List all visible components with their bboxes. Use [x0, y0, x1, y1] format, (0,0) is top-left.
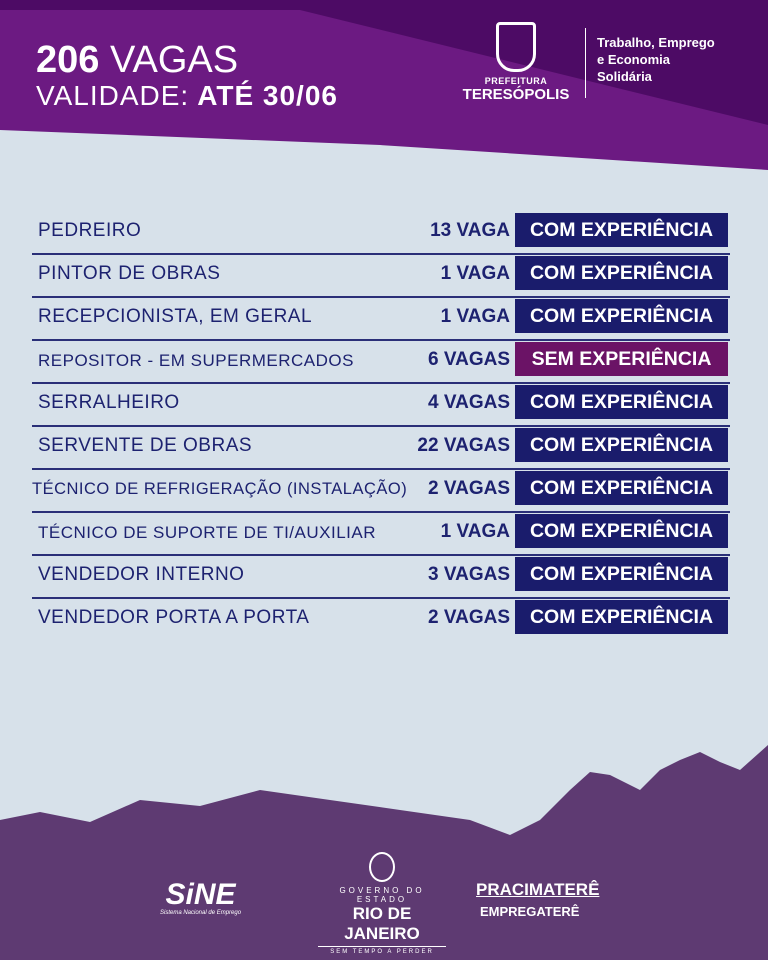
job-list: PEDREIRO 13 VAGA COM EXPERIÊNCIA PINTOR D…: [32, 212, 730, 642]
logo-prefeitura: PREFEITURA: [484, 76, 548, 86]
job-title: VENDEDOR PORTA A PORTA: [38, 607, 310, 628]
job-count: 6 VAGAS: [427, 349, 510, 370]
rio-de-janeiro-logo: GOVERNO DO ESTADO RIO DE JANEIRO SEM TEM…: [318, 852, 446, 955]
job-title: SERVENTE DE OBRAS: [38, 435, 253, 456]
job-title: SERRALHEIRO: [38, 392, 180, 413]
job-count: 2 VAGAS: [427, 607, 510, 628]
sine-logo: SiNE Sistema Nacional de Emprego: [160, 878, 242, 916]
requirement-badge: SEM EXPERIÊNCIA: [515, 342, 728, 376]
requirement-badge: COM EXPERIÊNCIA: [515, 557, 728, 591]
logo-city: TERESÓPOLIS: [462, 86, 570, 103]
requirement-badge: COM EXPERIÊNCIA: [515, 385, 728, 419]
state-crest-icon: [369, 852, 395, 882]
job-row: SERRALHEIRO 4 VAGAS COM EXPERIÊNCIA: [32, 384, 730, 427]
requirement-badge: COM EXPERIÊNCIA: [515, 514, 728, 548]
job-title: RECEPCIONISTA, EM GERAL: [38, 306, 313, 327]
job-row: TÉCNICO DE SUPORTE DE TI/AUXILIAR 1 VAGA…: [32, 513, 730, 556]
pracimatere-logo: PRACIMATERÊ EMPREGATERÊ: [476, 880, 600, 919]
job-row: RECEPCIONISTA, EM GERAL 1 VAGA COM EXPER…: [32, 298, 730, 341]
job-title: REPOSITOR - EM SUPERMERCADOS: [38, 351, 354, 370]
job-title: TÉCNICO DE SUPORTE DE TI/AUXILIAR: [38, 523, 376, 542]
job-count: 13 VAGA: [430, 220, 510, 241]
requirement-badge: COM EXPERIÊNCIA: [515, 471, 728, 505]
job-row: REPOSITOR - EM SUPERMERCADOS 6 VAGAS SEM…: [32, 341, 730, 384]
requirement-badge: COM EXPERIÊNCIA: [515, 299, 728, 333]
job-count: 4 VAGAS: [427, 392, 510, 413]
job-row: PINTOR DE OBRAS 1 VAGA COM EXPERIÊNCIA: [32, 255, 730, 298]
validity: VALIDADE: ATÉ 30/06: [36, 80, 338, 111]
job-count: 1 VAGA: [440, 521, 510, 542]
divider: [585, 28, 586, 98]
requirement-badge: COM EXPERIÊNCIA: [515, 600, 728, 634]
job-count: 1 VAGA: [440, 306, 510, 327]
requirement-badge: COM EXPERIÊNCIA: [515, 428, 728, 462]
vacancies-title: 206 VAGAS: [36, 39, 239, 81]
job-title: VENDEDOR INTERNO: [38, 564, 245, 585]
job-count: 2 VAGAS: [427, 478, 510, 499]
job-row: PEDREIRO 13 VAGA COM EXPERIÊNCIA: [32, 212, 730, 255]
job-title: TÉCNICO DE REFRIGERAÇÃO (INSTALAÇÃO): [32, 480, 408, 498]
job-count: 3 VAGAS: [427, 564, 510, 585]
coat-of-arms-icon: [496, 22, 536, 72]
job-row: TÉCNICO DE REFRIGERAÇÃO (INSTALAÇÃO) 2 V…: [32, 470, 730, 513]
department-name: Trabalho, Emprego e Economia Solidária: [597, 35, 715, 84]
job-row: VENDEDOR PORTA A PORTA 2 VAGAS COM EXPER…: [32, 599, 730, 642]
teresopolis-logo: PREFEITURA TERESÓPOLIS: [460, 22, 572, 103]
job-title: PEDREIRO: [38, 220, 142, 241]
requirement-badge: COM EXPERIÊNCIA: [515, 213, 728, 247]
job-row: SERVENTE DE OBRAS 22 VAGAS COM EXPERIÊNC…: [32, 427, 730, 470]
job-count: 22 VAGAS: [417, 435, 510, 456]
job-row: VENDEDOR INTERNO 3 VAGAS COM EXPERIÊNCIA: [32, 556, 730, 599]
job-title: PINTOR DE OBRAS: [38, 263, 221, 284]
requirement-badge: COM EXPERIÊNCIA: [515, 256, 728, 290]
job-count: 1 VAGA: [440, 263, 510, 284]
